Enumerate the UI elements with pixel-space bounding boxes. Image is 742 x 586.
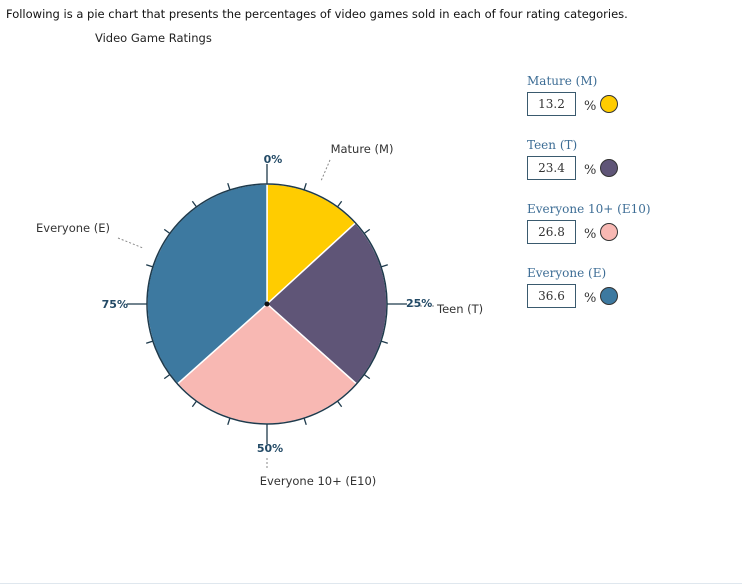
everyone-color-swatch[interactable] (600, 287, 618, 305)
mature-color-swatch[interactable] (600, 95, 618, 113)
label-leader (320, 159, 331, 182)
bottom-divider (0, 583, 742, 584)
teen-value-input[interactable] (527, 156, 576, 180)
teen-color-swatch[interactable] (600, 159, 618, 177)
dial-tick (303, 417, 307, 425)
chart-title: Video Game Ratings (95, 31, 212, 45)
dial-tick (163, 374, 171, 380)
percent-sign: % (584, 99, 597, 114)
editor-row-mature: Mature (M) % (527, 74, 727, 130)
pie-slices[interactable] (146, 183, 388, 425)
editor-row-teen: Teen (T) % (527, 138, 727, 194)
editor-row-everyone: Everyone (E) % (527, 266, 727, 322)
dial-tick (227, 183, 231, 191)
percent-label: 0% (264, 153, 283, 166)
editor-label-everyone-10: Everyone 10+ (E10) (527, 202, 651, 216)
dial-tick (146, 340, 154, 344)
slice-label-everyone[interactable]: Everyone (E) (36, 221, 110, 235)
percent-label: 25% (406, 297, 432, 310)
dial-tick (191, 200, 197, 208)
editor-label-mature: Mature (M) (527, 74, 598, 88)
slice-label-teen[interactable]: Teen (T) (436, 302, 483, 316)
dial-tick (163, 228, 171, 234)
mature-value-input[interactable] (527, 92, 576, 116)
percent-label: 75% (102, 298, 128, 311)
editor-row-everyone-10: Everyone 10+ (E10) % (527, 202, 727, 258)
editor-label-teen: Teen (T) (527, 138, 578, 152)
dial-tick (363, 374, 371, 380)
percent-sign: % (584, 227, 597, 242)
dial-tick (191, 400, 197, 408)
dial-tick (363, 228, 371, 234)
percent-sign: % (584, 163, 597, 178)
question-text: Following is a pie chart that presents t… (6, 7, 628, 21)
percent-labels: 0% 25% 50% 75% (102, 153, 433, 455)
slice-label-mature[interactable]: Mature (M) (331, 142, 394, 156)
dial-tick (146, 264, 154, 268)
dial-tick (303, 183, 307, 191)
percent-label: 50% (257, 442, 283, 455)
slice-labels: Mature (M) Teen (T) Everyone 10+ (E10) Ever… (36, 142, 483, 488)
dial-tick (337, 200, 343, 208)
dial-tick (380, 340, 388, 344)
everyone-10-color-swatch[interactable] (600, 223, 618, 241)
editor-label-everyone: Everyone (E) (527, 266, 607, 280)
dial-tick (227, 417, 231, 425)
pie-center (264, 301, 270, 307)
everyone-10-value-input[interactable] (527, 220, 576, 244)
dial-tick (337, 400, 343, 408)
label-leaders (117, 159, 434, 470)
everyone-value-input[interactable] (527, 284, 576, 308)
dial-ticks (127, 164, 407, 444)
label-leader (117, 237, 144, 249)
slice-label-everyone-10[interactable]: Everyone 10+ (E10) (260, 474, 377, 488)
percent-sign: % (584, 291, 597, 306)
dial-tick (380, 264, 388, 268)
